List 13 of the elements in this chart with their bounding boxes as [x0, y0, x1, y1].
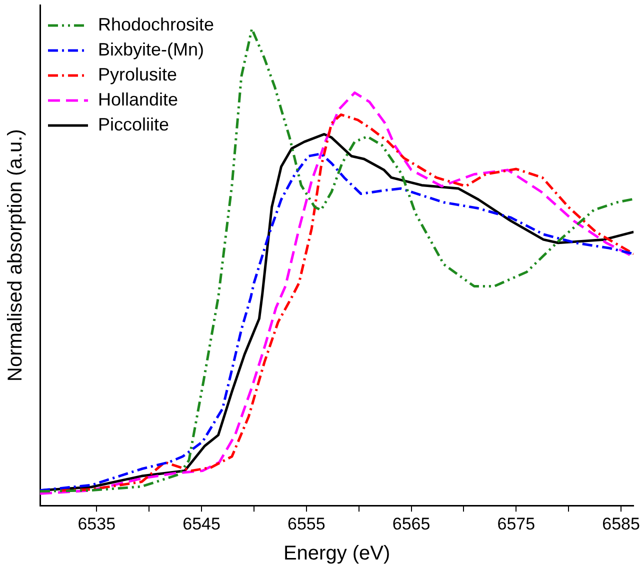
legend-label: Hollandite	[98, 89, 178, 110]
x-tick-label: 6585	[602, 514, 640, 534]
legend-label: Bixbyite-(Mn)	[98, 39, 204, 60]
x-tick-label: 6545	[182, 514, 220, 534]
legend-label: Pyrolusite	[98, 64, 178, 84]
legend-label: Piccoliite	[98, 114, 170, 134]
x-tick-label: 6555	[287, 514, 326, 534]
x-tick-label: 6535	[78, 514, 116, 534]
x-axis-title: Energy (eV)	[283, 542, 390, 565]
x-tick-label: 6565	[392, 514, 430, 534]
x-tick-label: 6575	[497, 514, 536, 534]
y-axis-title: Normalised absorption (a.u.)	[4, 129, 27, 382]
legend-label: Rhodochrosite	[98, 14, 214, 34]
